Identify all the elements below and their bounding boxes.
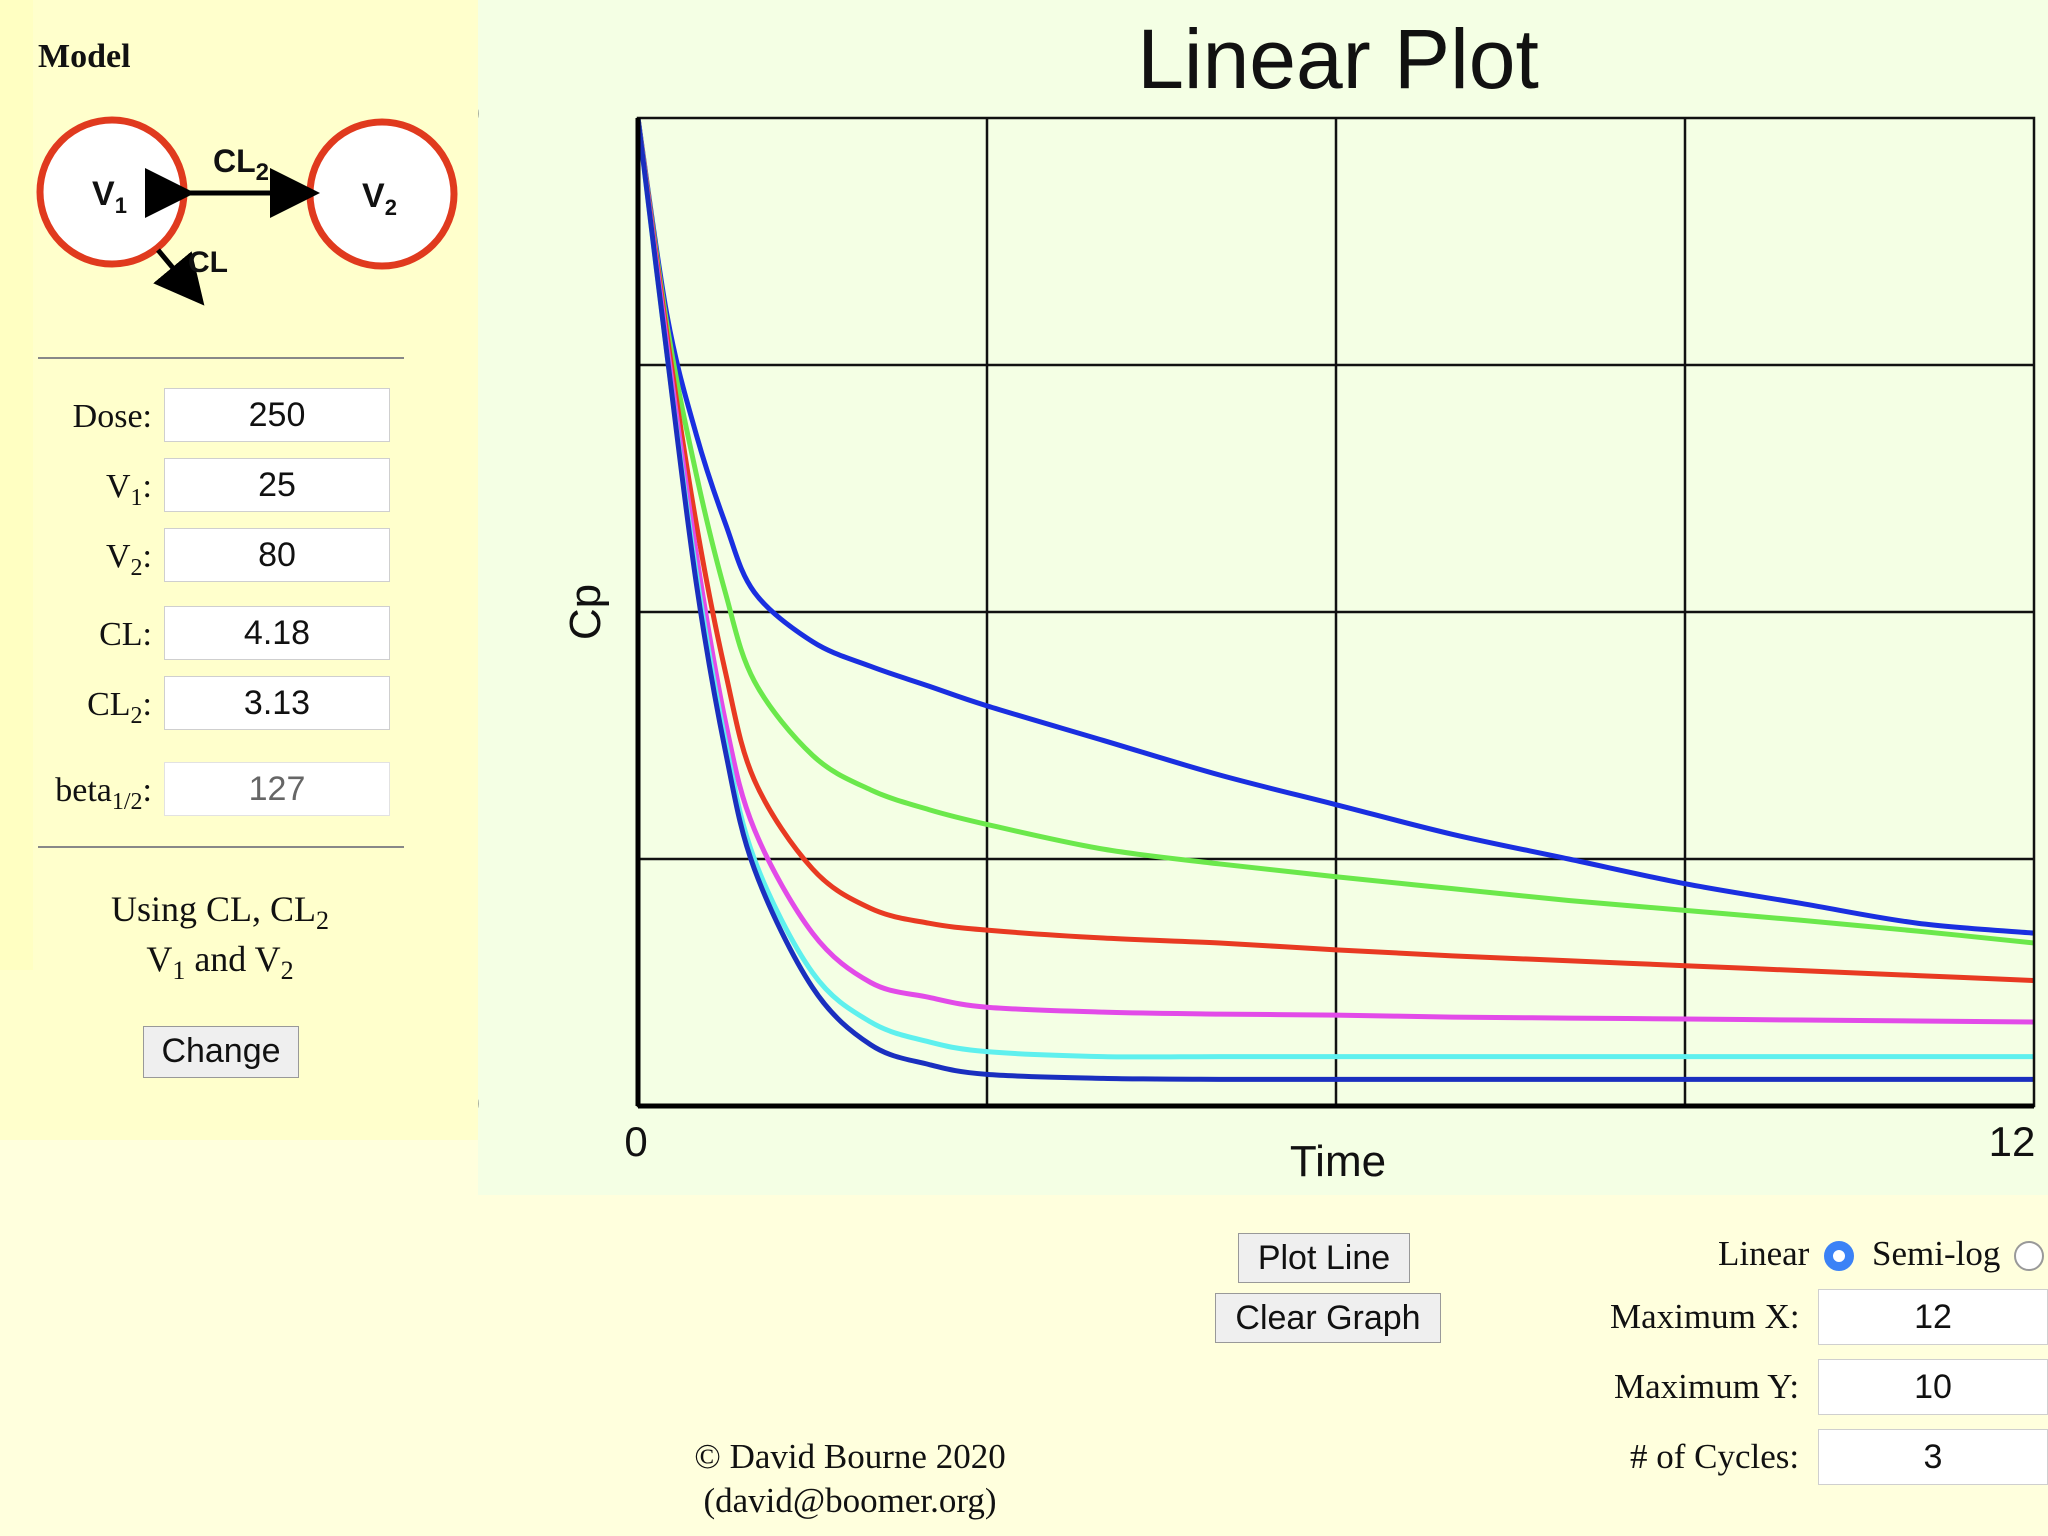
series-line-6	[635, 117, 2034, 1082]
v1-label-sub: 1	[130, 484, 143, 511]
dose-row: Dose: 250	[0, 388, 400, 446]
cl2-label-text: CL	[87, 686, 131, 723]
cl-input[interactable]: 4.18	[164, 606, 390, 660]
using-line-1-sub: 2	[316, 906, 329, 936]
footer-copyright: © David Bourne 2020	[694, 1437, 1006, 1476]
series-line-4	[635, 117, 2035, 1025]
cl2-label: CL2:	[87, 686, 152, 730]
beta-half-life-output: 127	[164, 762, 390, 816]
x-axis-label: Time	[1290, 1137, 1386, 1186]
beta-label: beta1/2:	[55, 772, 152, 816]
max-x-label: Maximum X:	[1610, 1297, 1800, 1336]
plot-line-button[interactable]: Plot Line	[1238, 1233, 1410, 1283]
left-panel-edge	[0, 0, 33, 970]
plot-area	[478, 0, 2048, 1195]
using-line-2-v: V	[146, 939, 173, 979]
v1-input[interactable]: 25	[164, 458, 390, 512]
cycles-input[interactable]: 3	[1818, 1429, 2048, 1485]
cl-label: CL:	[99, 616, 152, 653]
beta-label-sub: 1/2	[111, 788, 143, 815]
chart-grid	[638, 118, 2034, 1106]
max-y-input[interactable]: 10	[1818, 1359, 2048, 1415]
v2-label-text: V	[105, 538, 131, 575]
divider-top	[38, 357, 404, 359]
chart-series	[635, 117, 2035, 1082]
change-button[interactable]: Change	[143, 1026, 299, 1078]
model-title: Model	[38, 38, 131, 75]
max-y-label: Maximum Y:	[1614, 1367, 1800, 1406]
divider-bottom	[38, 846, 404, 848]
compartment-v2-label: V2	[362, 177, 397, 220]
series-line-1	[635, 117, 2035, 936]
cl2-row: CL2: 3.13	[0, 676, 400, 734]
v2-letter: V	[362, 177, 385, 215]
clear-graph-button[interactable]: Clear Graph	[1215, 1293, 1441, 1343]
elimination-arrow	[153, 248, 205, 306]
using-line-1-text: Using CL, CL	[110, 889, 316, 929]
cl2-input[interactable]: 3.13	[164, 676, 390, 730]
series-line-3	[635, 117, 2035, 984]
beta-row: beta1/2: 127	[0, 762, 400, 820]
cl2-label-colon: :	[142, 686, 152, 723]
footer: © David Bourne 2020 (david@boomer.org)	[650, 1435, 1050, 1523]
chart-title: Linear Plot	[1137, 12, 1539, 106]
v1-sub: 1	[115, 193, 127, 218]
dose-label: Dose:	[72, 398, 152, 435]
intercompartment-label: CL2	[213, 143, 269, 186]
v1-row: V1: 25	[0, 458, 400, 516]
v1-label-colon: :	[142, 468, 152, 505]
using-line-1: Using CL, CL2	[40, 884, 400, 946]
dose-input[interactable]: 250	[164, 388, 390, 442]
y-axis-label: Cp	[561, 584, 610, 640]
semilog-radio[interactable]	[2014, 1241, 2044, 1271]
x-tick-label-min: 0	[624, 1118, 647, 1165]
footer-email: (david@boomer.org)	[703, 1481, 997, 1520]
cl2-letters: CL	[213, 143, 256, 179]
beta-label-colon: :	[142, 772, 152, 809]
v2-label-colon: :	[142, 538, 152, 575]
v1-letter: V	[92, 175, 115, 213]
linear-label: Linear	[1718, 1234, 1810, 1273]
max-x-input[interactable]: 12	[1818, 1289, 2048, 1345]
linear-radio[interactable]	[1824, 1241, 1854, 1271]
v2-label-sub: 2	[130, 554, 143, 581]
y-tick-label-max: 10	[478, 90, 480, 137]
linear-plot: Linear Plot 10 0 0 12 Time Cp	[478, 12, 2036, 1186]
chart-axes	[635, 116, 2036, 1109]
v1-label-text: V	[105, 468, 131, 505]
using-line-2-sub1: 1	[172, 956, 186, 986]
cycles-label: # of Cycles:	[1630, 1437, 1800, 1476]
y-tick-label-min: 0	[478, 1080, 480, 1127]
elimination-label: CL	[188, 246, 228, 279]
model-diagram: V1 V2 CL2 CL	[36, 116, 458, 306]
cl-row: CL: 4.18	[0, 606, 400, 664]
series-line-2	[635, 117, 2035, 946]
cl2-sub: 2	[256, 159, 269, 186]
using-line-2-sub2: 2	[280, 956, 294, 986]
semilog-label: Semi-log	[1872, 1234, 2001, 1273]
cl2-label-sub: 2	[130, 702, 143, 729]
v2-row: V2: 80	[0, 528, 400, 586]
v2-input[interactable]: 80	[164, 528, 390, 582]
compartment-v1-label: V1	[92, 175, 127, 218]
v2-label: V2:	[106, 538, 152, 582]
using-line-2-and: and V	[185, 939, 281, 979]
v2-sub: 2	[385, 195, 397, 220]
beta-label-text: beta	[55, 772, 112, 809]
x-tick-label-max: 12	[1989, 1118, 2036, 1165]
v1-label: V1:	[106, 468, 152, 512]
using-line-2: V1 and V2	[40, 934, 400, 996]
